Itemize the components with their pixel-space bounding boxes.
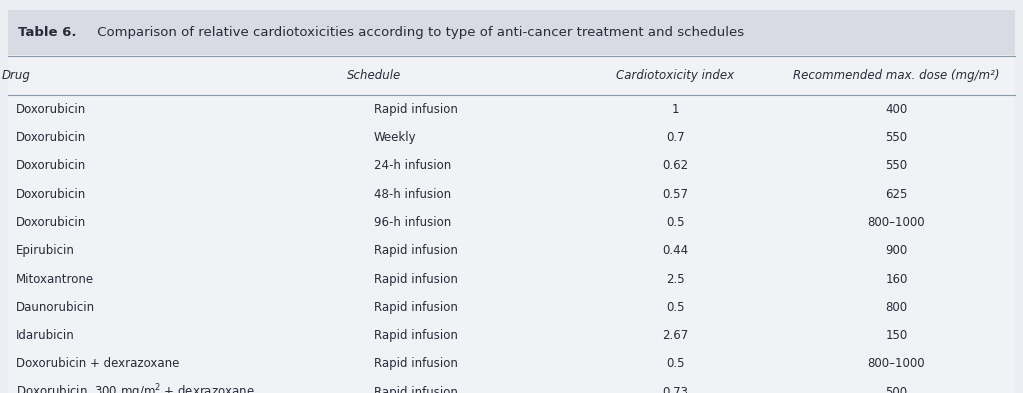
Text: 900: 900 <box>886 244 907 257</box>
Text: 550: 550 <box>886 131 907 144</box>
Text: Rapid infusion: Rapid infusion <box>373 386 457 393</box>
Text: 150: 150 <box>886 329 907 342</box>
Text: Recommended max. dose (mg/m²): Recommended max. dose (mg/m²) <box>793 69 999 82</box>
Text: Doxorubicin + dexrazoxane: Doxorubicin + dexrazoxane <box>16 357 180 371</box>
Text: 48-h infusion: 48-h infusion <box>373 187 451 201</box>
Text: 96-h infusion: 96-h infusion <box>373 216 451 229</box>
Text: 800: 800 <box>886 301 907 314</box>
Text: 24-h infusion: 24-h infusion <box>373 159 451 173</box>
Text: 0.44: 0.44 <box>662 244 688 257</box>
Text: Rapid infusion: Rapid infusion <box>373 272 457 286</box>
Text: 0.5: 0.5 <box>666 357 684 371</box>
Text: 500: 500 <box>886 386 907 393</box>
Text: Comparison of relative cardiotoxicities according to type of anti-cancer treatme: Comparison of relative cardiotoxicities … <box>93 26 744 39</box>
Text: Daunorubicin: Daunorubicin <box>16 301 95 314</box>
Text: 0.57: 0.57 <box>662 187 688 201</box>
Text: 0.7: 0.7 <box>666 131 684 144</box>
Text: Rapid infusion: Rapid infusion <box>373 357 457 371</box>
Text: Cardiotoxicity index: Cardiotoxicity index <box>616 69 735 82</box>
Text: Weekly: Weekly <box>373 131 416 144</box>
Text: Doxorubicin: Doxorubicin <box>16 131 87 144</box>
Text: Schedule: Schedule <box>347 69 401 82</box>
Text: 800–1000: 800–1000 <box>868 357 926 371</box>
Text: Doxorubicin: Doxorubicin <box>16 216 87 229</box>
Text: 0.73: 0.73 <box>662 386 688 393</box>
Text: 550: 550 <box>886 159 907 173</box>
Text: Rapid infusion: Rapid infusion <box>373 329 457 342</box>
Bar <box>8 56 1015 393</box>
Text: 0.5: 0.5 <box>666 301 684 314</box>
Text: Rapid infusion: Rapid infusion <box>373 301 457 314</box>
Text: 2.67: 2.67 <box>662 329 688 342</box>
Text: Doxorubicin: Doxorubicin <box>16 187 87 201</box>
Text: Doxorubicin, 300 mg/m$^2$ + dexrazoxane: Doxorubicin, 300 mg/m$^2$ + dexrazoxane <box>16 382 255 393</box>
Text: Drug: Drug <box>2 69 31 82</box>
Text: Rapid infusion: Rapid infusion <box>373 244 457 257</box>
Bar <box>8 10 1015 55</box>
Text: Idarubicin: Idarubicin <box>16 329 75 342</box>
Text: 800–1000: 800–1000 <box>868 216 926 229</box>
Text: Rapid infusion: Rapid infusion <box>373 103 457 116</box>
Text: Epirubicin: Epirubicin <box>16 244 76 257</box>
Text: Doxorubicin: Doxorubicin <box>16 103 87 116</box>
Text: 0.5: 0.5 <box>666 216 684 229</box>
Text: 1: 1 <box>671 103 679 116</box>
Text: 160: 160 <box>885 272 907 286</box>
Text: 625: 625 <box>885 187 907 201</box>
Text: 400: 400 <box>886 103 907 116</box>
Text: 2.5: 2.5 <box>666 272 684 286</box>
Text: Table 6.: Table 6. <box>18 26 77 39</box>
Text: Mitoxantrone: Mitoxantrone <box>16 272 94 286</box>
Text: 0.62: 0.62 <box>662 159 688 173</box>
Text: Doxorubicin: Doxorubicin <box>16 159 87 173</box>
